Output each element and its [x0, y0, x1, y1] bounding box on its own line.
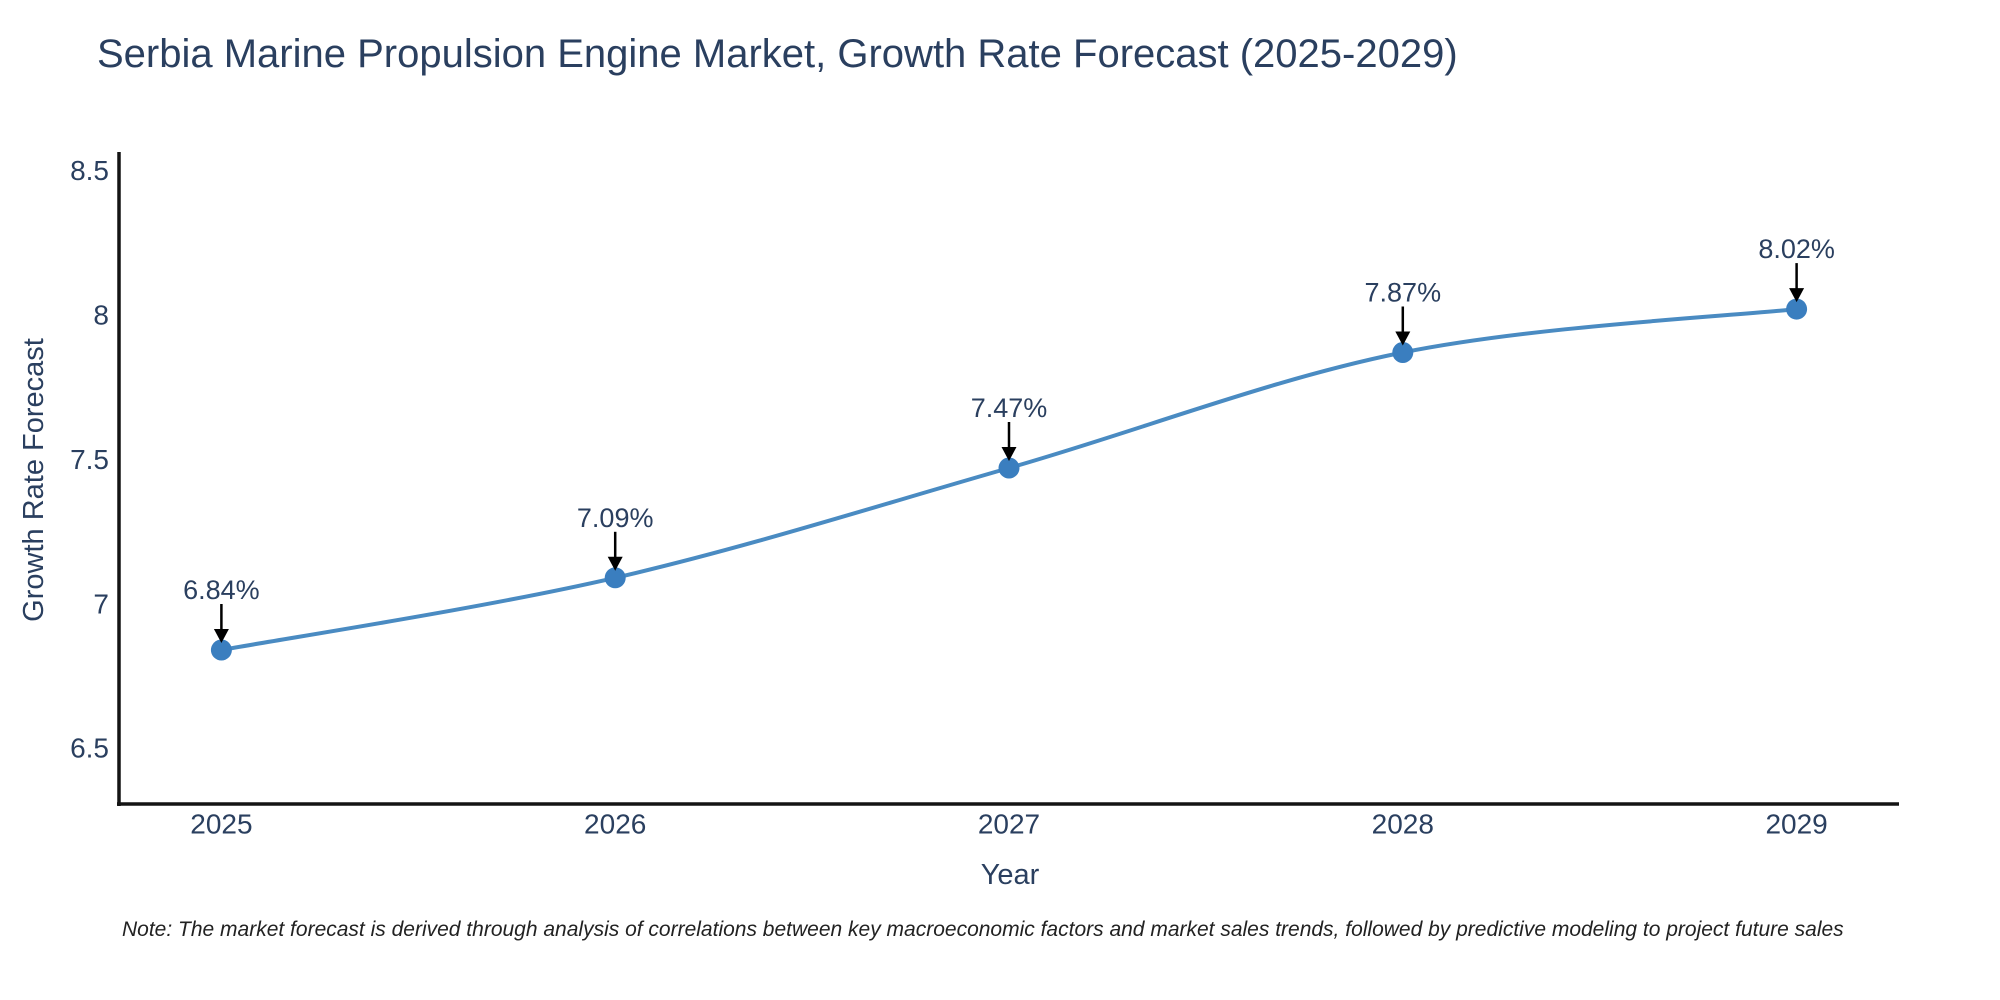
- x-tick-label-2029: 2029: [1765, 809, 1827, 840]
- data-point-2025[interactable]: [210, 639, 232, 661]
- point-label-2028: 7.87%: [1365, 278, 1442, 308]
- data-point-2027[interactable]: [998, 457, 1020, 479]
- forecast-line: [219, 307, 1799, 652]
- annotation-arrowhead-icon: [1001, 447, 1017, 461]
- y-tick-label-6.5: 6.5: [70, 733, 109, 764]
- x-axis-title: Year: [981, 859, 1040, 891]
- x-tick-label-2027: 2027: [978, 809, 1040, 840]
- y-tick-label-7.5: 7.5: [70, 444, 109, 475]
- data-point-2029[interactable]: [1786, 298, 1808, 320]
- point-label-2025: 6.84%: [183, 575, 260, 605]
- y-tick-label-8.5: 8.5: [70, 155, 109, 186]
- annotation-arrowhead-icon: [1789, 288, 1805, 303]
- x-tick-label-2028: 2028: [1372, 809, 1434, 840]
- y-axis-title: Growth Rate Forecast: [18, 338, 50, 622]
- footnote: Note: The market forecast is derived thr…: [122, 918, 1844, 941]
- data-point-2026[interactable]: [604, 567, 626, 589]
- x-tick-label-2025: 2025: [190, 809, 252, 840]
- annotation-arrowhead-icon: [213, 629, 229, 643]
- annotation-arrowhead-icon: [1395, 331, 1411, 346]
- point-label-2026: 7.09%: [577, 503, 654, 533]
- point-label-2029: 8.02%: [1758, 234, 1835, 264]
- point-label-2027: 7.47%: [971, 393, 1048, 423]
- y-tick-label-8: 8: [93, 299, 109, 330]
- chart-title: Serbia Marine Propulsion Engine Market, …: [97, 32, 1458, 76]
- y-tick-label-7: 7: [93, 588, 109, 619]
- annotation-arrowhead-icon: [607, 556, 623, 571]
- x-tick-label-2026: 2026: [584, 809, 646, 840]
- data-point-2028[interactable]: [1392, 342, 1414, 363]
